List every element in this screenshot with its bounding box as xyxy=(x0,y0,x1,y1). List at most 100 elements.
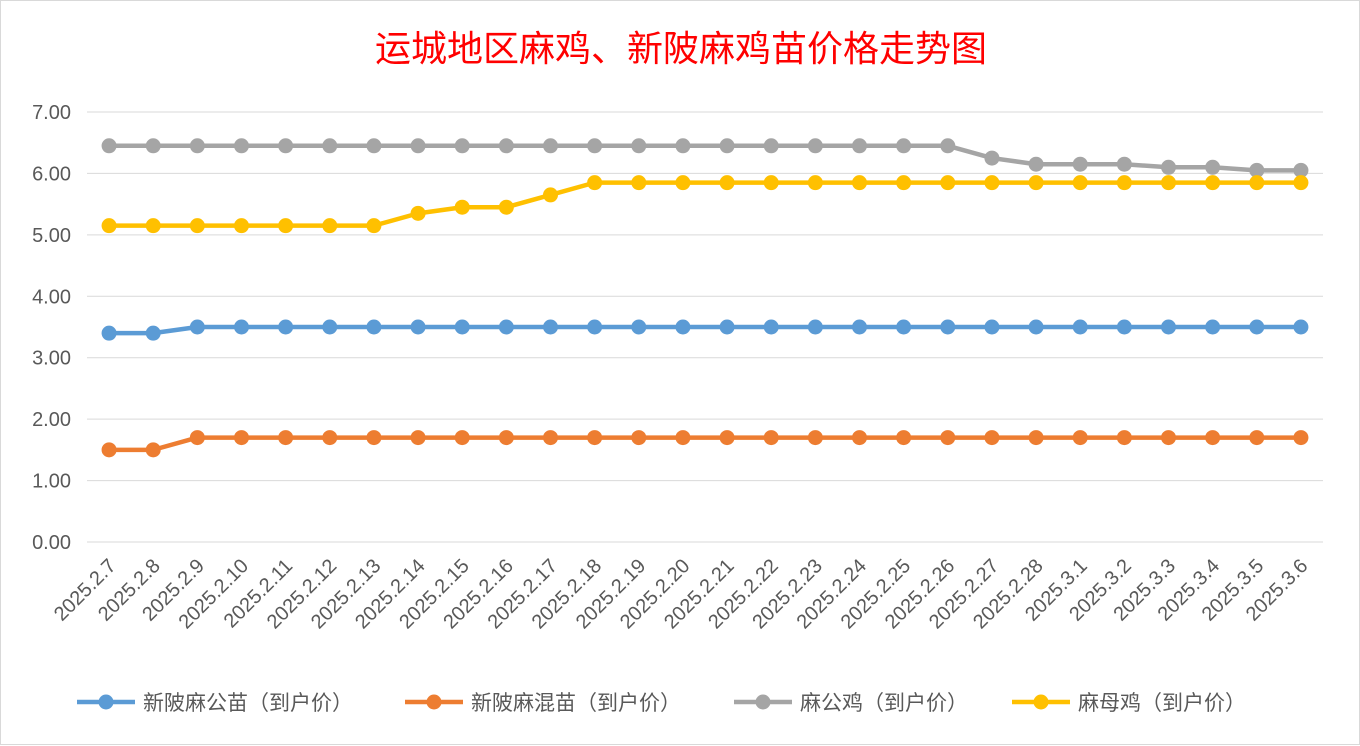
data-point xyxy=(763,175,779,191)
series-2 xyxy=(101,138,1309,178)
data-point xyxy=(852,430,867,446)
data-point xyxy=(498,138,514,154)
y-tick-label: 2.00 xyxy=(32,409,71,431)
y-tick-label: 5.00 xyxy=(32,225,71,247)
data-point xyxy=(1072,156,1088,172)
data-point xyxy=(410,319,426,335)
data-point xyxy=(234,218,249,234)
data-point xyxy=(234,319,249,335)
data-point xyxy=(366,430,382,446)
data-point xyxy=(322,138,338,154)
data-point xyxy=(763,430,779,446)
data-point xyxy=(322,430,338,446)
data-point xyxy=(719,319,735,335)
data-point xyxy=(984,175,1000,191)
data-point xyxy=(278,218,294,234)
legend-swatch-marker xyxy=(1033,694,1049,710)
data-point xyxy=(631,430,647,446)
y-tick-label: 7.00 xyxy=(32,102,71,124)
data-point xyxy=(366,138,382,154)
data-point xyxy=(719,138,735,154)
legend-item-2: 麻公鸡（到户价） xyxy=(734,691,968,715)
data-point xyxy=(587,175,603,191)
legend-item-3: 麻母鸡（到户价） xyxy=(1012,691,1246,715)
data-point xyxy=(234,430,249,446)
data-point xyxy=(543,138,558,154)
data-point xyxy=(1116,175,1132,191)
data-point xyxy=(1249,430,1265,446)
data-point xyxy=(587,430,603,446)
legend-swatch-marker xyxy=(426,694,442,710)
data-point xyxy=(896,138,912,154)
data-point xyxy=(852,319,867,335)
data-point xyxy=(675,138,691,154)
data-point xyxy=(1116,156,1132,172)
data-point xyxy=(587,138,603,154)
data-point xyxy=(675,319,691,335)
y-tick-label: 6.00 xyxy=(32,163,71,185)
legend-swatch-marker xyxy=(755,694,771,710)
data-point xyxy=(1205,319,1221,335)
data-point xyxy=(719,430,735,446)
data-point xyxy=(1072,430,1088,446)
legend-label: 麻公鸡（到户价） xyxy=(800,691,968,715)
data-point xyxy=(719,175,735,191)
y-tick-label: 3.00 xyxy=(32,348,71,370)
data-point xyxy=(410,430,426,446)
legend-swatch-marker xyxy=(98,694,114,710)
series-line xyxy=(106,435,1304,453)
data-point xyxy=(101,325,117,341)
data-point xyxy=(1161,319,1176,335)
data-point xyxy=(278,319,294,335)
y-tick-label: 4.00 xyxy=(32,286,71,308)
data-point xyxy=(1205,430,1221,446)
series-3 xyxy=(101,175,1309,234)
data-point xyxy=(807,175,823,191)
legend-label: 麻母鸡（到户价） xyxy=(1078,691,1246,715)
data-point xyxy=(675,430,691,446)
legend-item-0: 新陂麻公苗（到户价） xyxy=(77,691,353,715)
data-point xyxy=(498,430,514,446)
series-0 xyxy=(101,319,1309,341)
data-point xyxy=(366,218,382,234)
data-point xyxy=(145,218,161,234)
data-point xyxy=(1028,319,1044,335)
data-point xyxy=(896,430,912,446)
data-point xyxy=(940,175,956,191)
data-point xyxy=(1249,175,1265,191)
data-point xyxy=(631,138,647,154)
data-point xyxy=(1116,430,1132,446)
data-point xyxy=(1293,175,1309,191)
data-point xyxy=(896,319,912,335)
data-point xyxy=(807,430,823,446)
data-point xyxy=(410,138,426,154)
data-point xyxy=(189,319,205,335)
data-point xyxy=(234,138,249,154)
series-line xyxy=(106,143,1304,173)
data-point xyxy=(763,319,779,335)
data-point xyxy=(498,199,514,215)
data-point xyxy=(1161,175,1176,191)
legend-label: 新陂麻混苗（到户价） xyxy=(471,691,681,715)
data-point xyxy=(366,319,382,335)
data-point xyxy=(1205,175,1221,191)
data-point xyxy=(322,319,338,335)
gridlines xyxy=(87,111,1323,543)
data-point xyxy=(189,430,205,446)
data-point xyxy=(807,138,823,154)
data-point xyxy=(189,218,205,234)
data-point xyxy=(940,430,956,446)
series-line xyxy=(106,324,1304,336)
data-point xyxy=(101,218,117,234)
data-point xyxy=(631,319,647,335)
data-point xyxy=(631,175,647,191)
legend: 新陂麻公苗（到户价） 新陂麻混苗（到户价） 麻公鸡（到户价） 麻母鸡（到户价） xyxy=(77,691,1246,715)
data-point xyxy=(278,138,294,154)
data-point xyxy=(587,319,603,335)
y-tick-label: 1.00 xyxy=(32,471,71,493)
data-point xyxy=(1293,162,1309,178)
data-point xyxy=(852,175,867,191)
data-point xyxy=(984,430,1000,446)
series-lines xyxy=(101,138,1309,458)
